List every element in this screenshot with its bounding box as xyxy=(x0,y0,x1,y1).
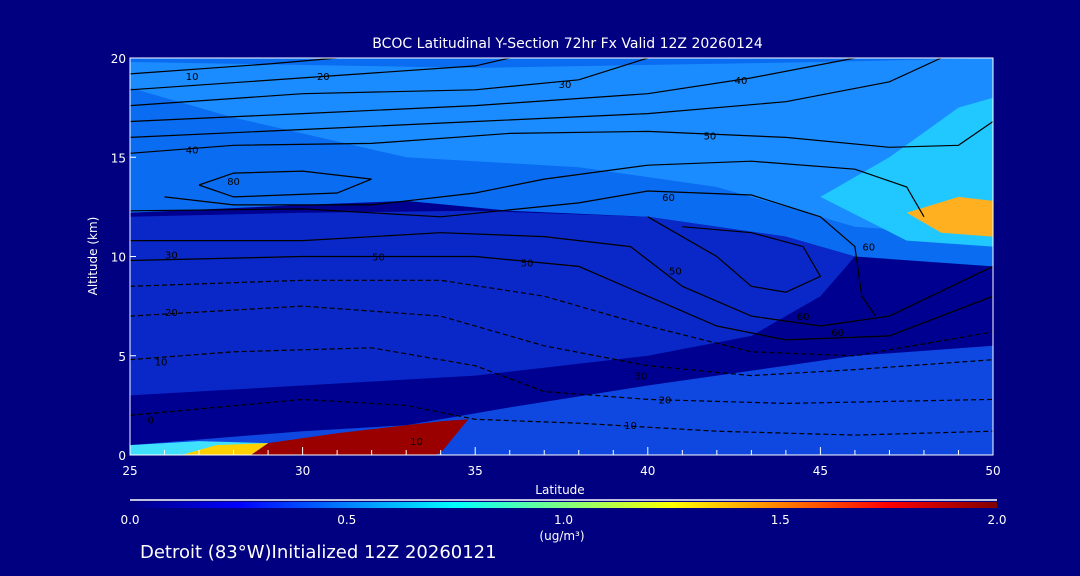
contour-label: 20 xyxy=(165,308,178,319)
contour-line xyxy=(130,58,338,75)
x-tick-label: 40 xyxy=(640,464,655,478)
x-tick-label: 45 xyxy=(813,464,828,478)
contour-lines xyxy=(130,58,993,436)
contour-label: 30 xyxy=(165,251,178,262)
contour-line xyxy=(130,58,648,107)
y-tick-label: 20 xyxy=(111,52,126,66)
colorbar-tick-label: 2.0 xyxy=(987,513,1006,527)
shaded-region xyxy=(181,443,269,455)
contour-line xyxy=(130,190,877,317)
contour-line xyxy=(164,160,925,218)
colorbar-label: (ug/m³) xyxy=(539,529,584,543)
contour-label: 30 xyxy=(559,80,572,91)
contour-line xyxy=(130,305,993,377)
contour-label: 50 xyxy=(669,266,682,277)
y-tick-label: 15 xyxy=(111,151,126,165)
x-tick-label: 35 xyxy=(468,464,483,478)
x-tick-label: 25 xyxy=(122,464,137,478)
shaded-region xyxy=(130,345,993,455)
contour-label: 20 xyxy=(659,395,672,406)
y-tick-label: 0 xyxy=(118,449,126,463)
contour-label: 20 xyxy=(317,72,330,83)
contour-label: 10 xyxy=(186,72,199,83)
colorbar-tick-label: 1.0 xyxy=(554,513,573,527)
colorbar-tick-label: 0.5 xyxy=(337,513,356,527)
y-tick-label: 5 xyxy=(118,350,126,364)
colorbar-tick-label: 0.0 xyxy=(120,513,139,527)
y-tick-label: 10 xyxy=(111,251,126,265)
contour-label: 60 xyxy=(662,193,675,204)
contour-label: 60 xyxy=(797,312,810,323)
x-tick-label: 30 xyxy=(295,464,310,478)
contour-label: 0 xyxy=(148,415,154,426)
contour-label: 50 xyxy=(372,253,385,264)
contour-line xyxy=(130,58,942,138)
contour-line xyxy=(647,216,822,293)
colorbar-ticks: 0.0 0.5 1.0 1.5 2.0 xyxy=(120,513,1006,527)
y-axis-label: Altitude (km) xyxy=(86,217,100,296)
x-tick-label: 50 xyxy=(985,464,1000,478)
shaded-field xyxy=(130,58,993,455)
contour-line xyxy=(130,279,993,357)
colorbar-tick-label: 1.5 xyxy=(771,513,790,527)
shaded-region xyxy=(250,419,469,455)
contour-label: 50 xyxy=(521,258,534,269)
x-axis-label: Latitude xyxy=(535,483,584,497)
contour-line xyxy=(130,121,993,154)
contour-line xyxy=(130,58,510,91)
contour-label: 40 xyxy=(735,76,748,87)
contour-label: 60 xyxy=(831,328,844,339)
contour-label: 80 xyxy=(227,177,240,188)
contour-label: 60 xyxy=(862,243,875,254)
contour-line xyxy=(130,255,993,341)
contour-label: 10 xyxy=(410,437,423,448)
shaded-region xyxy=(906,196,993,237)
footer-initialized-text: Detroit (83°W)Initialized 12Z 20260121 xyxy=(140,542,497,563)
contour-label: 50 xyxy=(704,131,717,142)
contour-label: 40 xyxy=(186,145,199,156)
contour-label: 10 xyxy=(624,421,637,432)
contour-line xyxy=(198,170,372,198)
chart-title: BCOC Latitudinal Y-Section 72hr Fx Valid… xyxy=(372,36,763,52)
colorbar xyxy=(130,502,997,508)
contour-labels: 10 20 30 40 40 80 50 60 60 30 50 50 50 60 60 20 10 30 20 10… xyxy=(148,72,876,448)
contour-line xyxy=(130,232,993,327)
contour-line xyxy=(130,398,993,436)
axes: 25 30 35 40 45 50 0 5 10 15 20 xyxy=(111,52,1001,478)
contour-line xyxy=(130,58,856,123)
contour-label: 10 xyxy=(155,358,168,369)
contour-label: 30 xyxy=(635,372,648,383)
